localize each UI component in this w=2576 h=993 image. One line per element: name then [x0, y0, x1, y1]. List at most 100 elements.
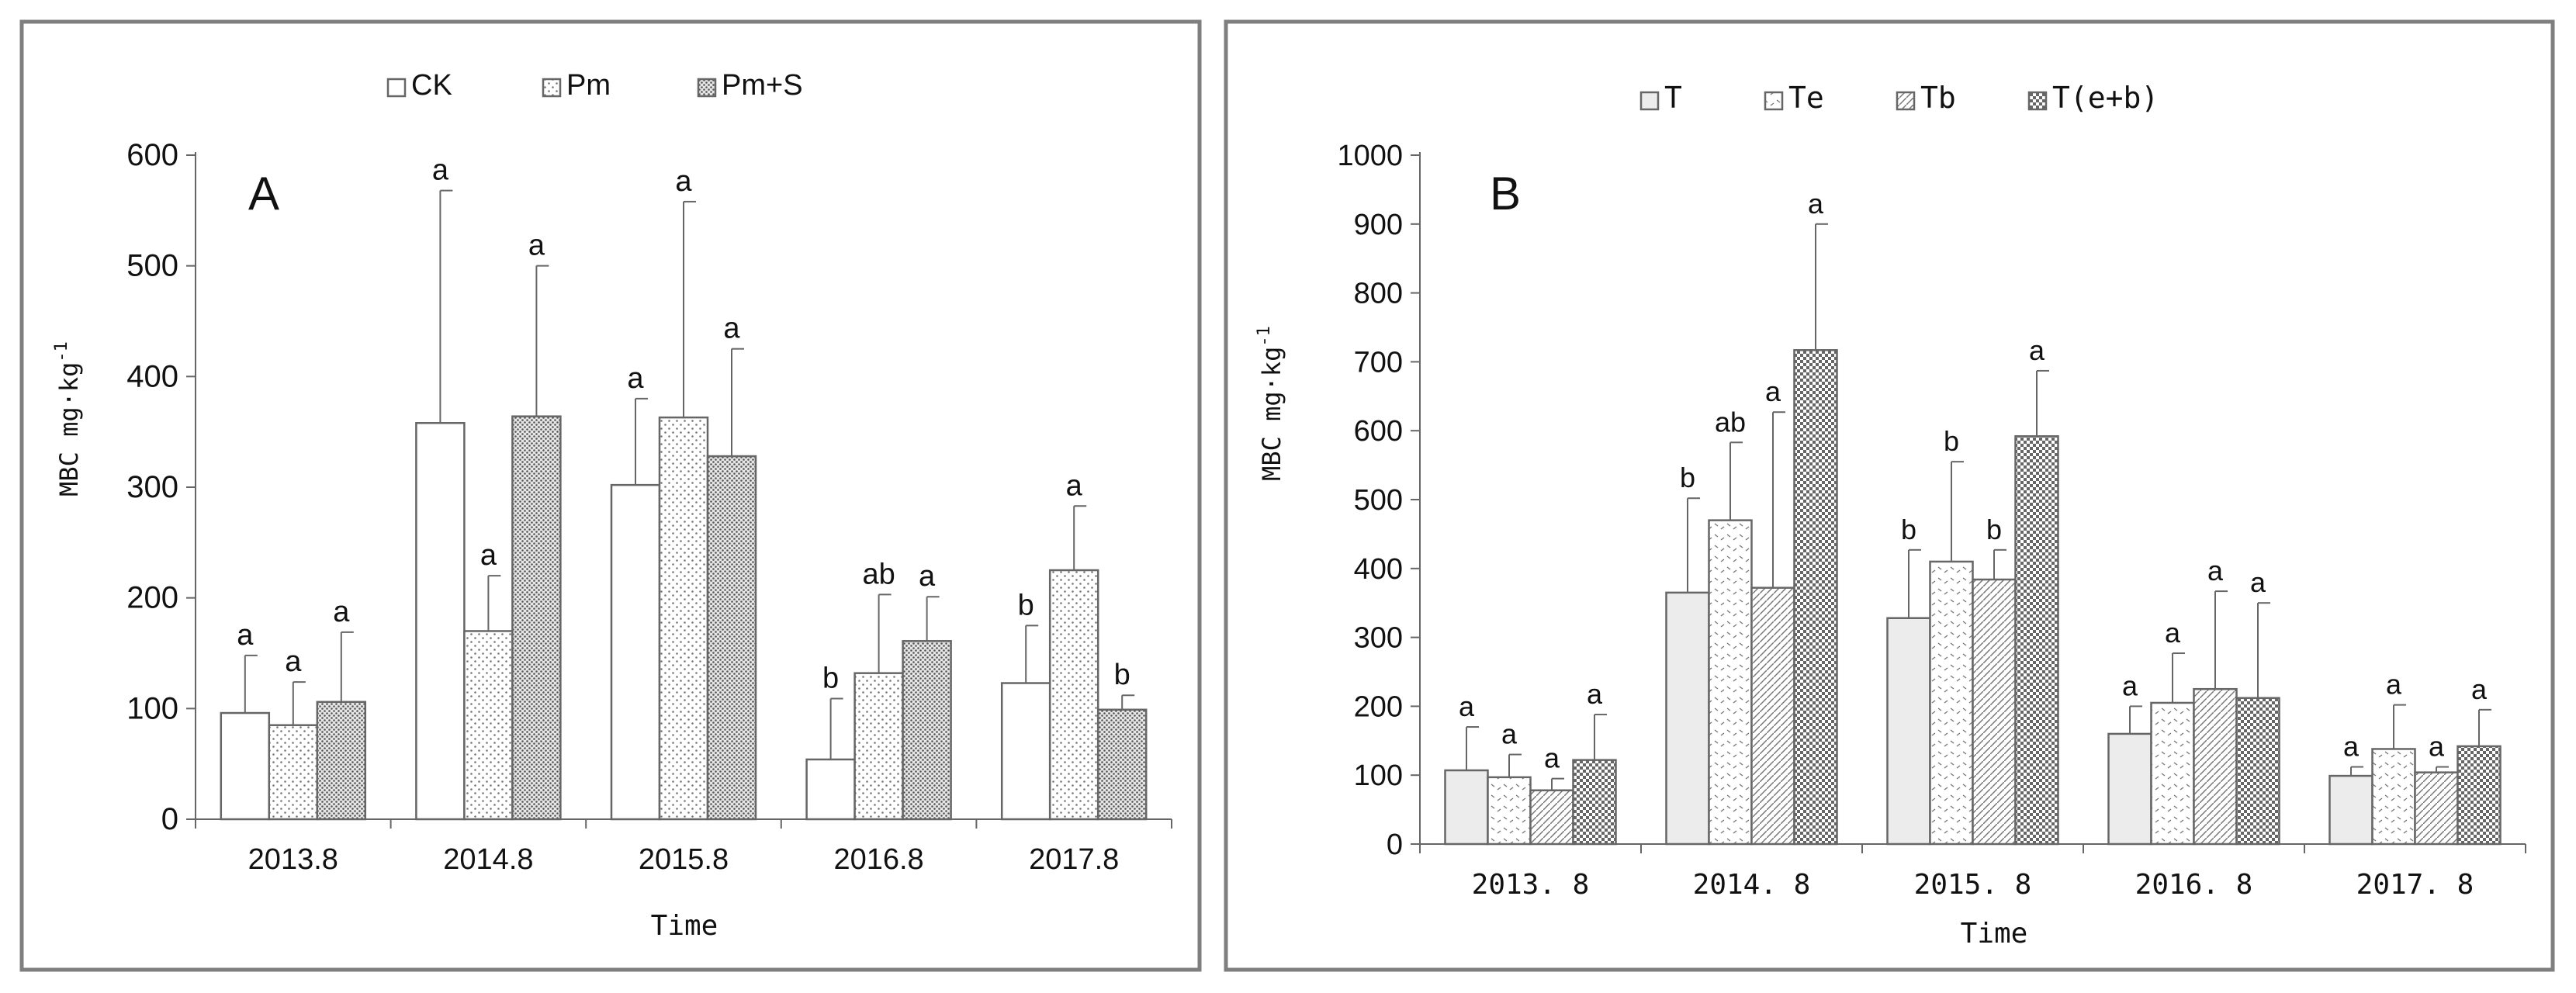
- significance-letter: a: [432, 154, 449, 187]
- x-tick-label: 2016. 8: [2135, 869, 2253, 901]
- bar-t-0: [1444, 769, 1489, 846]
- significance-letter: a: [285, 645, 302, 678]
- bar-t-e-b--0: [1572, 759, 1617, 846]
- bar-pm-2: [658, 416, 709, 821]
- bar-pm-0: [268, 724, 319, 821]
- significance-letter: a: [2029, 334, 2045, 366]
- y-axis-title-group: MBC mg·kg-1: [52, 341, 84, 496]
- legend-swatch-tb: [1896, 91, 1916, 111]
- y-tick-label: 200: [126, 581, 178, 615]
- panel-a-frame: [19, 19, 1202, 972]
- y-tick-label: 0: [1387, 829, 1403, 861]
- significance-letter: a: [2386, 669, 2402, 701]
- legend-swatch-t-e-b-: [2027, 91, 2048, 111]
- y-tick-label: 600: [1354, 415, 1403, 448]
- x-axis-title: Time: [651, 910, 718, 942]
- chart-a: 0100200300400500600aaa2013.8aaa2014.8aaa…: [52, 69, 1172, 942]
- x-axis-title: Time: [1961, 918, 2028, 950]
- y-tick-label: 500: [1354, 484, 1403, 517]
- x-tick-label: 2015.8: [639, 843, 729, 876]
- bar-tb-0: [1529, 789, 1574, 846]
- legend-label: T(e+b): [2052, 81, 2159, 115]
- bar-pm-s-4: [1096, 708, 1148, 821]
- significance-letter: a: [237, 619, 254, 652]
- y-tick-label: 300: [126, 470, 178, 504]
- significance-letter: a: [333, 596, 350, 628]
- significance-letter: a: [1765, 375, 1781, 407]
- bar-t-1: [1665, 591, 1710, 846]
- panel-label: A: [248, 168, 279, 220]
- bar-ck-3: [805, 758, 856, 821]
- bar-t-4: [2328, 774, 2373, 846]
- bar-pm-4: [1048, 569, 1099, 821]
- bar-tb-3: [2193, 687, 2238, 846]
- significance-letter: a: [1066, 469, 1083, 502]
- significance-letter: a: [675, 165, 692, 198]
- significance-letter: a: [2429, 731, 2445, 763]
- bar-t-3: [2107, 732, 2152, 846]
- bar-t-e-b--3: [2235, 697, 2280, 846]
- y-tick-label: 1000: [1337, 140, 1403, 172]
- x-tick-label: 2017. 8: [2356, 869, 2474, 901]
- significance-letter: ab: [1715, 406, 1746, 438]
- significance-letter: b: [1944, 425, 1959, 457]
- significance-letter: a: [2122, 669, 2138, 701]
- bar-pm-s-1: [511, 415, 562, 821]
- bar-t-e-b--4: [2457, 745, 2502, 846]
- y-axis-title-group: MBC mg·kg-1: [1255, 326, 1286, 481]
- legend-swatch-te: [1764, 91, 1784, 111]
- significance-letter: a: [919, 560, 936, 593]
- bar-ck-2: [610, 483, 661, 821]
- y-tick-label: 400: [126, 359, 178, 393]
- x-tick-label: 2014. 8: [1693, 869, 1811, 901]
- y-axis-title: MBC mg·kg-1: [1255, 326, 1286, 481]
- chart-b: 01002003004005006007008009001000aaaa2013…: [1255, 81, 2526, 950]
- significance-letter: a: [528, 230, 545, 262]
- bar-te-1: [1708, 519, 1753, 846]
- y-tick-label: 200: [1354, 690, 1403, 723]
- x-tick-label: 2014.8: [443, 843, 533, 876]
- y-axis-title-text: MBC mg·kg: [1257, 347, 1286, 481]
- bar-te-3: [2150, 701, 2195, 846]
- bar-tb-1: [1750, 586, 1795, 846]
- significance-letter: a: [1587, 678, 1603, 710]
- bar-pm-1: [463, 630, 514, 821]
- legend-label: Te: [1788, 81, 1824, 115]
- bar-ck-4: [1000, 682, 1051, 821]
- legend-label: Pm: [566, 69, 611, 102]
- panel-label: B: [1490, 168, 1521, 220]
- significance-letter: b: [1986, 514, 2002, 545]
- significance-letter: a: [2250, 566, 2266, 598]
- bar-ck-0: [220, 711, 271, 821]
- bar-te-0: [1487, 776, 1532, 846]
- y-tick-label: 100: [1354, 759, 1403, 792]
- bar-tb-4: [2414, 771, 2459, 846]
- significance-letter: a: [627, 362, 644, 395]
- x-tick-label: 2013.8: [248, 843, 338, 876]
- bar-te-4: [2371, 748, 2416, 846]
- y-tick-label: 0: [161, 802, 178, 836]
- bar-pm-s-3: [902, 640, 952, 821]
- y-tick-label: 400: [1354, 553, 1403, 586]
- significance-letter: a: [1544, 742, 1560, 774]
- x-tick-label: 2017.8: [1029, 843, 1119, 876]
- significance-letter: a: [2207, 555, 2224, 586]
- y-tick-label: 100: [126, 691, 178, 725]
- y-axis-title-superscript: -1: [52, 341, 71, 362]
- significance-letter: b: [1680, 462, 1695, 493]
- significance-letter: a: [1459, 690, 1475, 722]
- y-axis-title: MBC mg·kg-1: [52, 341, 84, 496]
- y-tick-label: 700: [1354, 346, 1403, 379]
- significance-letter: b: [1018, 589, 1034, 621]
- y-axis-title-superscript: -1: [1255, 326, 1274, 347]
- bar-pm-s-2: [706, 455, 757, 821]
- bar-t-2: [1886, 617, 1931, 846]
- significance-letter: b: [1901, 514, 1916, 545]
- x-tick-label: 2015. 8: [1914, 869, 2032, 901]
- bar-ck-1: [415, 422, 466, 821]
- x-tick-label: 2013. 8: [1472, 869, 1590, 901]
- significance-letter: a: [723, 313, 740, 345]
- y-tick-label: 900: [1354, 209, 1403, 241]
- bar-pm-s-0: [316, 701, 367, 821]
